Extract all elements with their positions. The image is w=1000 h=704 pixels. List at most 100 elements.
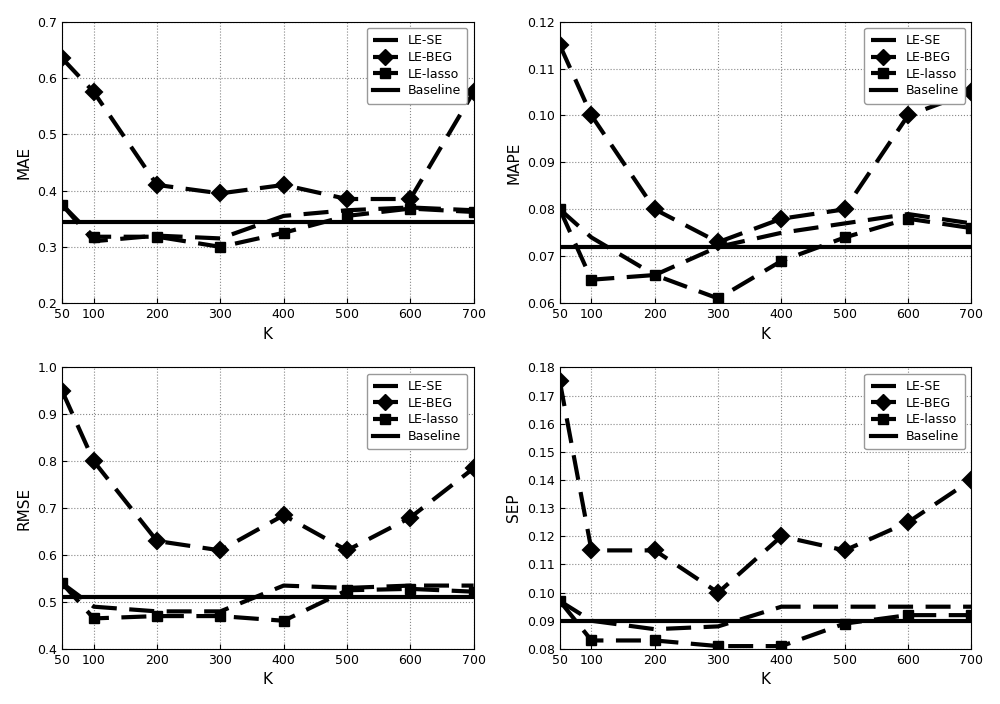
LE-BEG xyxy=(902,518,914,527)
LE-SE xyxy=(88,603,100,611)
LE-lasso xyxy=(965,224,977,232)
LE-BEG xyxy=(278,181,290,189)
LE-lasso xyxy=(56,579,68,587)
Legend: LE-SE, LE-BEG, LE-lasso, Baseline: LE-SE, LE-BEG, LE-lasso, Baseline xyxy=(367,374,467,449)
Y-axis label: MAPE: MAPE xyxy=(506,142,521,184)
LE-BEG xyxy=(649,205,661,213)
LE-BEG xyxy=(554,377,566,386)
LE-lasso xyxy=(965,611,977,620)
Line: LE-BEG: LE-BEG xyxy=(554,376,977,598)
LE-SE xyxy=(278,582,290,590)
Y-axis label: RMSE: RMSE xyxy=(17,486,32,529)
LE-lasso xyxy=(839,233,851,241)
LE-SE xyxy=(839,219,851,227)
Line: LE-SE: LE-SE xyxy=(62,205,474,241)
LE-lasso xyxy=(902,215,914,223)
Baseline xyxy=(25,593,37,601)
LE-BEG xyxy=(649,546,661,555)
LE-SE xyxy=(214,234,226,243)
LE-SE xyxy=(404,582,416,590)
LE-BEG xyxy=(585,111,597,120)
LE-BEG xyxy=(468,464,480,472)
LE-SE xyxy=(902,210,914,218)
LE-SE xyxy=(554,597,566,605)
X-axis label: K: K xyxy=(761,327,771,341)
Line: LE-SE: LE-SE xyxy=(560,601,971,629)
LE-lasso xyxy=(404,584,416,593)
LE-lasso xyxy=(712,294,724,303)
LE-lasso xyxy=(404,204,416,213)
Line: LE-BEG: LE-BEG xyxy=(554,39,977,248)
LE-lasso xyxy=(839,620,851,628)
Baseline xyxy=(523,617,535,625)
Line: LE-BEG: LE-BEG xyxy=(57,385,479,556)
LE-SE xyxy=(712,243,724,251)
Line: LE-SE: LE-SE xyxy=(62,583,474,611)
LE-lasso xyxy=(278,229,290,237)
LE-BEG xyxy=(278,511,290,520)
LE-lasso xyxy=(554,597,566,605)
LE-SE xyxy=(965,603,977,611)
Baseline xyxy=(24,593,36,601)
LE-BEG xyxy=(151,536,163,545)
LE-BEG xyxy=(775,215,787,223)
LE-SE xyxy=(585,617,597,625)
Baseline xyxy=(523,243,535,251)
LE-lasso xyxy=(468,587,480,596)
LE-lasso xyxy=(341,212,353,220)
LE-BEG xyxy=(775,532,787,541)
X-axis label: K: K xyxy=(761,672,771,687)
LE-BEG xyxy=(468,88,480,96)
LE-lasso xyxy=(649,636,661,645)
LE-SE xyxy=(88,237,100,246)
Baseline xyxy=(25,218,37,226)
LE-BEG xyxy=(214,189,226,198)
LE-lasso xyxy=(902,611,914,620)
LE-BEG xyxy=(404,195,416,203)
LE-SE xyxy=(965,219,977,227)
Line: LE-lasso: LE-lasso xyxy=(57,200,478,252)
LE-SE xyxy=(404,203,416,212)
LE-SE xyxy=(56,201,68,209)
LE-BEG xyxy=(839,546,851,555)
X-axis label: K: K xyxy=(263,327,273,341)
LE-BEG xyxy=(56,54,68,63)
LE-SE xyxy=(341,584,353,592)
LE-lasso xyxy=(775,642,787,650)
Baseline xyxy=(522,243,534,251)
LE-SE xyxy=(468,582,480,590)
LE-BEG xyxy=(214,546,226,555)
LE-BEG xyxy=(151,181,163,189)
LE-SE xyxy=(278,212,290,220)
LE-SE xyxy=(341,206,353,215)
LE-lasso xyxy=(214,612,226,620)
LE-BEG xyxy=(554,41,566,49)
X-axis label: K: K xyxy=(263,672,273,687)
LE-SE xyxy=(56,579,68,587)
LE-SE xyxy=(554,205,566,213)
LE-SE xyxy=(649,271,661,279)
Line: LE-lasso: LE-lasso xyxy=(555,204,976,303)
LE-BEG xyxy=(712,238,724,246)
LE-SE xyxy=(839,603,851,611)
LE-BEG xyxy=(965,88,977,96)
LE-lasso xyxy=(214,243,226,251)
LE-BEG xyxy=(902,111,914,120)
Baseline xyxy=(522,617,534,625)
LE-lasso xyxy=(151,612,163,620)
Legend: LE-SE, LE-BEG, LE-lasso, Baseline: LE-SE, LE-BEG, LE-lasso, Baseline xyxy=(864,28,965,103)
LE-lasso xyxy=(151,232,163,241)
LE-lasso xyxy=(88,232,100,241)
LE-BEG xyxy=(341,195,353,203)
LE-SE xyxy=(649,625,661,634)
LE-SE xyxy=(151,607,163,615)
LE-BEG xyxy=(88,88,100,96)
LE-SE xyxy=(151,232,163,240)
LE-lasso xyxy=(88,614,100,622)
Legend: LE-SE, LE-BEG, LE-lasso, Baseline: LE-SE, LE-BEG, LE-lasso, Baseline xyxy=(367,28,467,103)
LE-BEG xyxy=(56,386,68,395)
LE-lasso xyxy=(775,257,787,265)
Y-axis label: MAE: MAE xyxy=(17,146,32,179)
LE-BEG xyxy=(965,476,977,484)
LE-SE xyxy=(468,206,480,215)
